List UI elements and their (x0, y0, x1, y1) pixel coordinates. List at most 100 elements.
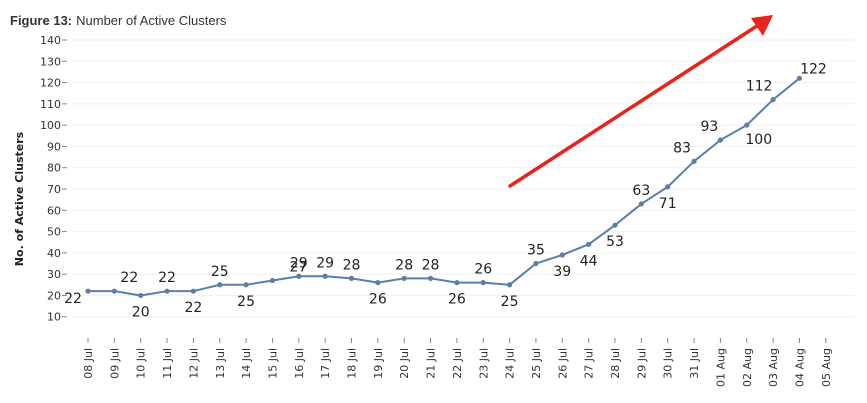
data-label-1: 22 (120, 270, 138, 286)
data-label-27: 122 (800, 61, 827, 77)
x-tick-label-3: 11 Jul (161, 348, 174, 379)
series-active-clusters (85, 75, 803, 299)
data-label-24: 93 (700, 119, 718, 135)
x-tick-label-0: 08 Jul (82, 348, 95, 379)
data-label-16: 25 (501, 294, 519, 310)
x-tick-label-20: 28 Jul (609, 348, 622, 379)
data-label-6: 25 (237, 294, 255, 310)
x-tick-label-12: 20 Jul (398, 348, 411, 379)
y-tick-label-110: 110 (40, 98, 61, 111)
x-tick-label-23: 31 Jul (688, 348, 701, 379)
data-point-23 (691, 158, 697, 164)
data-point-25 (744, 122, 750, 128)
data-label-9: 29 (316, 255, 334, 271)
x-tick-label-25: 02 Aug (741, 348, 754, 387)
x-tick-label-15: 23 Jul (477, 348, 490, 379)
data-label-10: 28 (343, 257, 361, 273)
data-label-13: 28 (422, 257, 440, 273)
data-point-20 (612, 222, 618, 228)
x-tick-label-19: 27 Jul (583, 348, 596, 379)
data-point-8 (296, 273, 302, 279)
x-tick-label-1: 09 Jul (108, 348, 121, 379)
x-tick-label-16: 24 Jul (504, 348, 517, 379)
data-point-2 (138, 292, 144, 299)
figure-title: Figure 13: Number of Active Clusters (10, 13, 227, 28)
data-label-4: 22 (184, 300, 202, 316)
x-tick-label-22: 30 Jul (662, 348, 675, 379)
data-point-11 (375, 280, 381, 286)
data-label-23: 83 (673, 140, 691, 156)
data-point-27 (796, 75, 803, 81)
y-tick-label-50: 50 (47, 226, 61, 239)
data-point-14 (454, 280, 460, 286)
x-tick-label-27: 04 Aug (793, 348, 806, 387)
y-axis: 10 20 30 40 50 60 70 80 90 100 110 120 130 140 (40, 34, 67, 324)
data-point-22 (665, 184, 671, 190)
x-tick-label-26: 03 Aug (767, 348, 780, 387)
x-tick-label-9: 17 Jul (319, 348, 332, 379)
figure-label: Figure 13: (10, 13, 72, 28)
data-label-14: 26 (448, 292, 466, 308)
data-label-20: 53 (606, 234, 624, 250)
y-tick-label-90: 90 (47, 140, 61, 153)
gridlines (72, 39, 855, 318)
y-tick-label-120: 120 (40, 77, 61, 90)
y-axis-title: No. of Active Clusters (13, 131, 26, 266)
data-point-7 (269, 277, 276, 284)
data-label-18: 39 (553, 264, 571, 280)
trend-arrow-head (751, 15, 773, 36)
x-tick-label-2: 10 Jul (135, 348, 148, 379)
data-label-21: 63 (632, 183, 650, 199)
y-tick-label-20: 20 (47, 289, 61, 302)
x-tick-label-10: 18 Jul (346, 348, 359, 379)
x-tick-label-18: 26 Jul (556, 348, 569, 379)
x-tick-label-8: 16 Jul (293, 348, 306, 379)
data-point-24 (717, 137, 724, 143)
data-label-11: 26 (369, 292, 387, 308)
x-tick-label-17: 25 Jul (530, 348, 543, 379)
y-tick-label-30: 30 (47, 268, 61, 281)
data-point-6 (243, 282, 249, 288)
data-label-22: 71 (659, 196, 677, 212)
x-tick-label-5: 13 Jul (214, 348, 227, 379)
x-tick-label-11: 19 Jul (372, 348, 385, 379)
data-label-15: 26 (474, 262, 492, 278)
data-label-17: 35 (527, 243, 545, 259)
data-label-7: 27 (290, 260, 308, 276)
x-tick-label-7: 15 Jul (266, 348, 279, 379)
x-tick-label-13: 21 Jul (425, 348, 438, 379)
figure-caption: Number of Active Clusters (76, 13, 227, 28)
y-tick-label-60: 60 (47, 204, 61, 217)
data-label-8: 29 (290, 255, 308, 271)
x-tick-label-6: 14 Jul (240, 348, 253, 379)
data-point-4 (190, 288, 196, 294)
data-point-15 (480, 280, 486, 286)
y-tick-label-130: 130 (40, 55, 61, 68)
data-point-13 (427, 275, 434, 281)
x-axis: 08 Jul 09 Jul 10 Jul 11 Jul 12 Jul 13 Jul 14 J… (82, 338, 833, 387)
y-tick-label-100: 100 (40, 119, 61, 132)
y-tick-label-70: 70 (47, 183, 61, 196)
data-point-19 (586, 241, 592, 247)
data-label-0: 22 (64, 291, 82, 307)
y-tick-label-140: 140 (40, 34, 61, 47)
x-tick-label-14: 22 Jul (451, 348, 464, 379)
data-point-10 (348, 275, 355, 281)
data-label-19: 44 (580, 253, 598, 269)
x-tick-label-24: 01 Aug (714, 348, 727, 387)
data-point-1 (111, 288, 117, 294)
data-label-25: 100 (745, 132, 772, 148)
data-point-26 (770, 97, 776, 103)
data-point-17 (533, 260, 539, 267)
data-point-18 (559, 252, 565, 258)
data-point-3 (164, 288, 170, 294)
series-line (88, 77, 801, 297)
data-label-26: 112 (746, 79, 773, 95)
data-label-3: 22 (158, 270, 176, 286)
data-point-12 (401, 275, 407, 281)
y-tick-label-80: 80 (47, 162, 61, 175)
data-label-5: 25 (211, 264, 229, 280)
data-point-16 (507, 282, 513, 288)
